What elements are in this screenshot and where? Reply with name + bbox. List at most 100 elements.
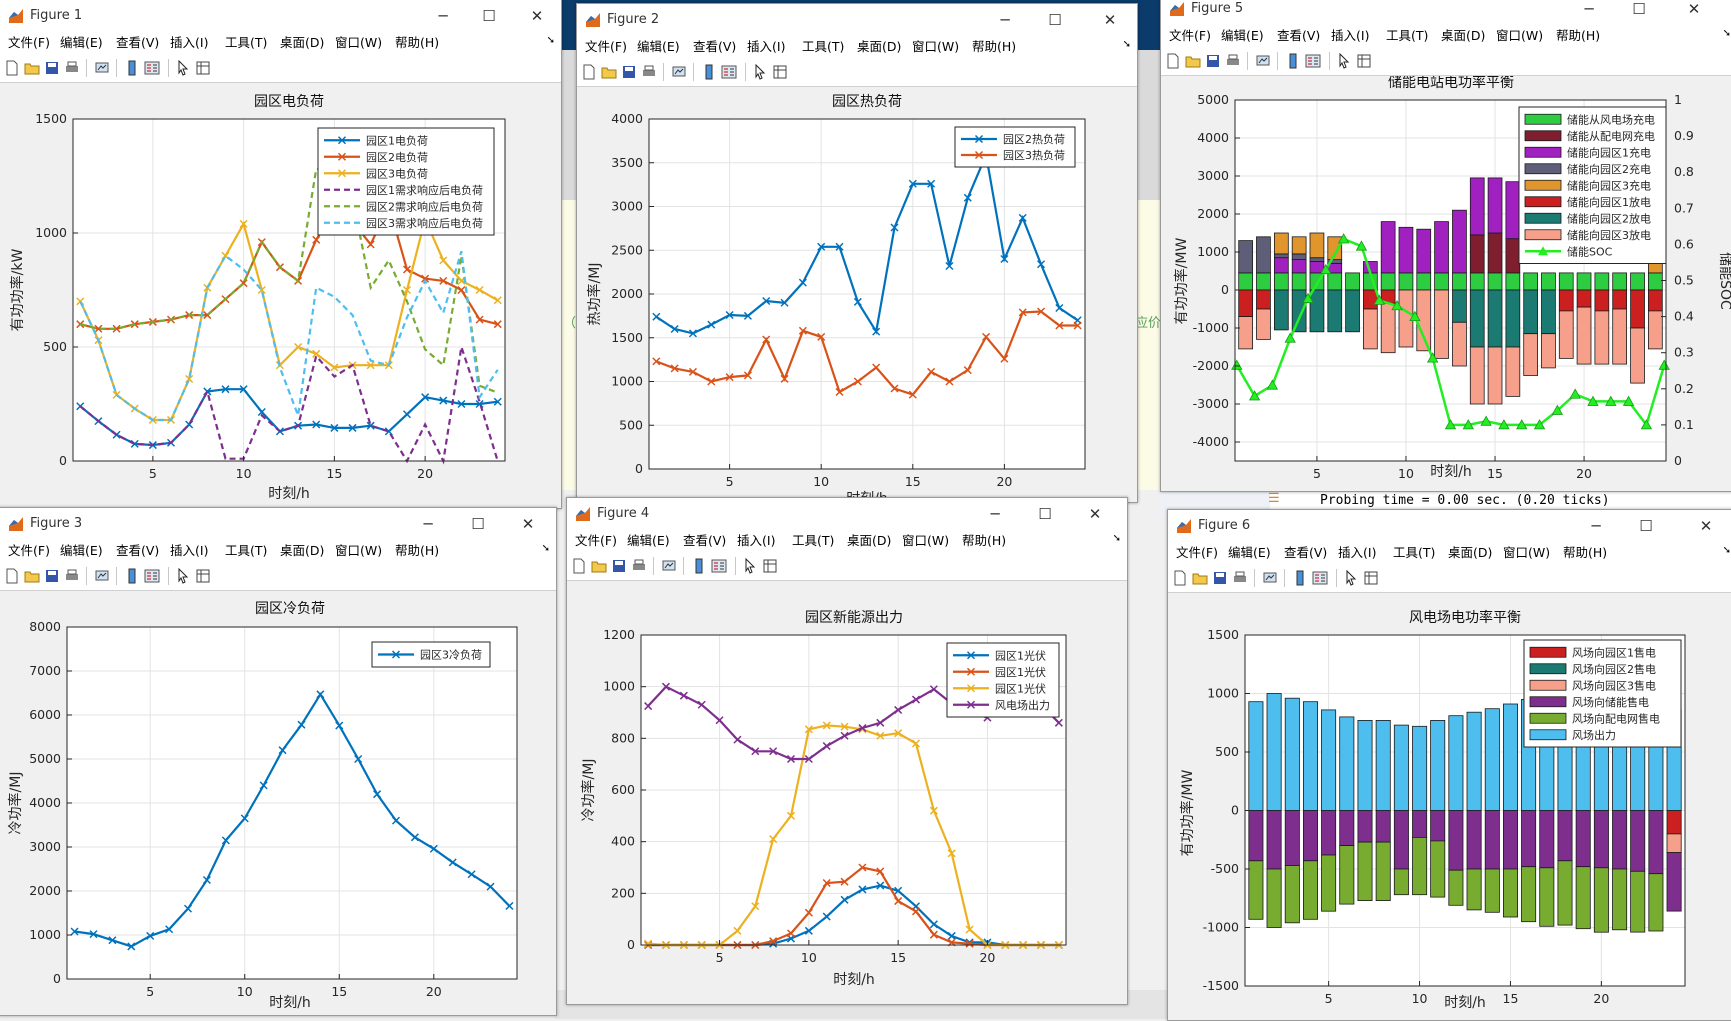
menu-item[interactable]: 查看(V) — [1277, 28, 1321, 43]
toolbar-overflow-icon[interactable]: ➘ — [546, 35, 555, 46]
minimize-button[interactable]: ─ — [1591, 517, 1601, 535]
menu-item[interactable]: 窗口(W) — [902, 533, 950, 548]
link-plot-icon[interactable] — [661, 558, 677, 574]
property-inspector-icon[interactable] — [195, 60, 211, 76]
toolbar-overflow-icon[interactable]: ➘ — [1722, 28, 1731, 39]
save-icon[interactable] — [611, 558, 627, 574]
print-icon[interactable] — [1225, 53, 1241, 69]
new-file-icon[interactable] — [1172, 570, 1188, 586]
figure-window-4[interactable]: Figure 4 ─ ☐ ✕ 文件(F) 编辑(E) 查看(V) 插入(I) 工具(T) 桌面(D… — [566, 497, 1128, 1005]
open-folder-icon[interactable] — [591, 558, 607, 574]
maximize-button[interactable]: ☐ — [1048, 11, 1062, 29]
colorbar-icon[interactable] — [1292, 570, 1308, 586]
menu-item[interactable]: 文件(F) — [585, 39, 627, 54]
menu-item[interactable]: 文件(F) — [1169, 28, 1211, 43]
menu-item[interactable]: 插入(I) — [1338, 545, 1377, 560]
menu-item[interactable]: 插入(I) — [1331, 28, 1370, 43]
link-plot-icon[interactable] — [94, 60, 110, 76]
new-file-icon[interactable] — [571, 558, 587, 574]
title-bar[interactable]: Figure 4 ─ ☐ ✕ — [567, 498, 1127, 530]
menu-item[interactable]: 帮助(H) — [1556, 28, 1601, 43]
menu-item[interactable]: 插入(I) — [170, 543, 209, 558]
menu-item[interactable]: 桌面(D) — [1448, 545, 1493, 560]
menu-item[interactable]: 帮助(H) — [1563, 545, 1608, 560]
minimize-button[interactable]: ─ — [423, 515, 433, 533]
menu-item[interactable]: 工具(T) — [225, 543, 268, 558]
print-icon[interactable] — [631, 558, 647, 574]
link-plot-icon[interactable] — [94, 568, 110, 584]
link-plot-icon[interactable] — [1255, 53, 1271, 69]
property-inspector-icon[interactable] — [195, 568, 211, 584]
legend-icon[interactable] — [1305, 53, 1321, 69]
menu-item[interactable]: 查看(V) — [116, 543, 160, 558]
menu-item[interactable]: 窗口(W) — [912, 39, 960, 54]
figure-window-5[interactable]: Figure 5 ─ ☐ ✕ 文件(F) 编辑(E) 查看(V) 插入(I) 工具(T) 桌面(D… — [1160, 0, 1731, 492]
open-folder-icon[interactable] — [24, 60, 40, 76]
print-icon[interactable] — [64, 568, 80, 584]
figure-window-3[interactable]: Figure 3 ─ ☐ ✕ 文件(F) 编辑(E) 查看(V) 插入(I) 工具(T) 桌面(D… — [0, 507, 557, 1016]
title-bar[interactable]: Figure 1 ─ ☐ ✕ — [0, 0, 561, 32]
maximize-button[interactable]: ☐ — [1632, 0, 1646, 18]
open-folder-icon[interactable] — [1192, 570, 1208, 586]
toolbar-overflow-icon[interactable]: ➘ — [1722, 545, 1731, 556]
edit-plot-icon[interactable] — [1336, 52, 1352, 69]
minimize-button[interactable]: ─ — [1584, 0, 1594, 18]
colorbar-icon[interactable] — [701, 64, 717, 80]
close-button[interactable]: ✕ — [1699, 517, 1713, 535]
edit-plot-icon[interactable] — [175, 567, 191, 584]
menu-item[interactable]: 查看(V) — [683, 533, 727, 548]
menu-item[interactable]: 编辑(E) — [60, 35, 103, 50]
menu-item[interactable]: 查看(V) — [693, 39, 737, 54]
menu-item[interactable]: 查看(V) — [1284, 545, 1328, 560]
toolbar-overflow-icon[interactable]: ➘ — [1112, 533, 1121, 544]
legend-icon[interactable] — [711, 558, 727, 574]
menu-item[interactable]: 插入(I) — [170, 35, 209, 50]
save-icon[interactable] — [1212, 570, 1228, 586]
new-file-icon[interactable] — [1165, 53, 1181, 69]
menu-item[interactable]: 编辑(E) — [627, 533, 670, 548]
new-file-icon[interactable] — [4, 60, 20, 76]
minimize-button[interactable]: ─ — [990, 505, 1000, 523]
menu-item[interactable]: 文件(F) — [575, 533, 617, 548]
maximize-button[interactable]: ☐ — [482, 7, 496, 25]
menu-item[interactable]: 帮助(H) — [395, 35, 440, 50]
menu-item[interactable]: 文件(F) — [8, 543, 50, 558]
minimize-button[interactable]: ─ — [438, 7, 448, 25]
menu-item[interactable]: 插入(I) — [737, 533, 776, 548]
menu-item[interactable]: 帮助(H) — [395, 543, 440, 558]
menu-item[interactable]: 编辑(E) — [1221, 28, 1264, 43]
menu-item[interactable]: 文件(F) — [1176, 545, 1218, 560]
save-icon[interactable] — [44, 60, 60, 76]
menu-item[interactable]: 窗口(W) — [335, 543, 383, 558]
open-folder-icon[interactable] — [1185, 53, 1201, 69]
minimize-button[interactable]: ─ — [1000, 11, 1010, 29]
menu-item[interactable]: 窗口(W) — [335, 35, 383, 50]
figure-window-1[interactable]: Figure 1 ─ ☐ ✕ 文件(F) 编辑(E) 查看(V) 插入(I) 工具(T) 桌面(D… — [0, 0, 562, 509]
figure-window-2[interactable]: Figure 2 ─ ☐ ✕ 文件(F) 编辑(E) 查看(V) 插入(I) 工具(T) 桌面(D… — [576, 3, 1138, 503]
menu-item[interactable]: 桌面(D) — [1441, 28, 1486, 43]
menu-item[interactable]: 桌面(D) — [847, 533, 892, 548]
edit-plot-icon[interactable] — [742, 557, 758, 574]
title-bar[interactable]: Figure 5 ─ ☐ ✕ — [1161, 0, 1731, 25]
close-button[interactable]: ✕ — [521, 515, 535, 533]
property-inspector-icon[interactable] — [1356, 53, 1372, 69]
close-button[interactable]: ✕ — [1103, 11, 1117, 29]
maximize-button[interactable]: ☐ — [1038, 505, 1052, 523]
open-folder-icon[interactable] — [601, 64, 617, 80]
menu-item[interactable]: 查看(V) — [116, 35, 160, 50]
menu-item[interactable]: 工具(T) — [225, 35, 268, 50]
menu-item[interactable]: 窗口(W) — [1496, 28, 1544, 43]
colorbar-icon[interactable] — [691, 558, 707, 574]
link-plot-icon[interactable] — [1262, 570, 1278, 586]
menu-item[interactable]: 桌面(D) — [280, 35, 325, 50]
open-folder-icon[interactable] — [24, 568, 40, 584]
menu-item[interactable]: 桌面(D) — [280, 543, 325, 558]
title-bar[interactable]: Figure 3 ─ ☐ ✕ — [0, 508, 556, 540]
close-button[interactable]: ✕ — [1687, 0, 1701, 18]
menu-item[interactable]: 编辑(E) — [1228, 545, 1271, 560]
edit-plot-icon[interactable] — [175, 59, 191, 76]
property-inspector-icon[interactable] — [762, 558, 778, 574]
menu-item[interactable]: 工具(T) — [1393, 545, 1436, 560]
colorbar-icon[interactable] — [124, 568, 140, 584]
legend-icon[interactable] — [144, 568, 160, 584]
